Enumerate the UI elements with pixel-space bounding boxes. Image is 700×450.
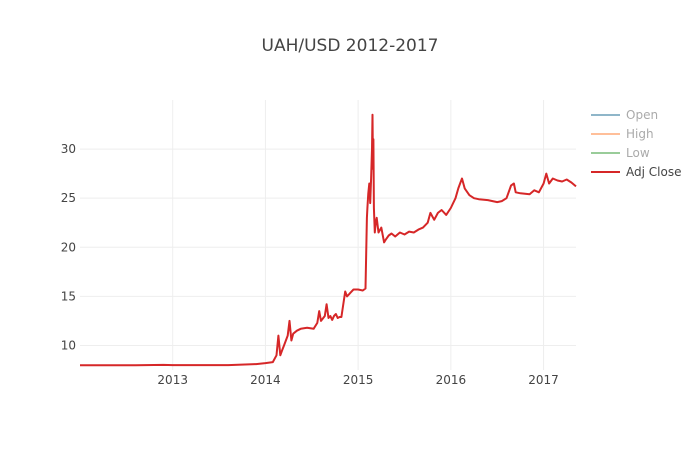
legend-label: High (626, 127, 654, 141)
y-tick-label: 15 (61, 289, 76, 303)
legend-label: Low (626, 146, 650, 160)
legend-label: Open (626, 108, 658, 122)
x-axis-ticks: 2013 2014 2015 2016 2017 (157, 373, 558, 387)
x-tick-label: 2014 (250, 373, 281, 387)
legend-item-open[interactable]: Open (591, 108, 658, 122)
legend-item-low[interactable]: Low (591, 146, 650, 160)
x-tick-label: 2016 (436, 373, 467, 387)
legend-label: Adj Close (626, 165, 681, 179)
y-tick-label: 30 (61, 142, 76, 156)
y-tick-label: 25 (61, 191, 76, 205)
legend-item-high[interactable]: High (591, 127, 654, 141)
x-tick-label: 2015 (343, 373, 374, 387)
x-tick-label: 2013 (157, 373, 188, 387)
legend[interactable]: Open High Low Adj Close (591, 108, 681, 179)
legend-item-adj-close[interactable]: Adj Close (591, 165, 681, 179)
y-tick-label: 20 (61, 240, 76, 254)
chart-title: UAH/USD 2012-2017 (262, 36, 439, 56)
y-tick-label: 10 (61, 338, 76, 352)
gridlines (80, 100, 576, 370)
plot-area (80, 115, 576, 366)
y-axis-ticks: 10 15 20 25 30 (61, 142, 76, 352)
series-line-adj-close (80, 115, 576, 366)
x-tick-label: 2017 (528, 373, 559, 387)
